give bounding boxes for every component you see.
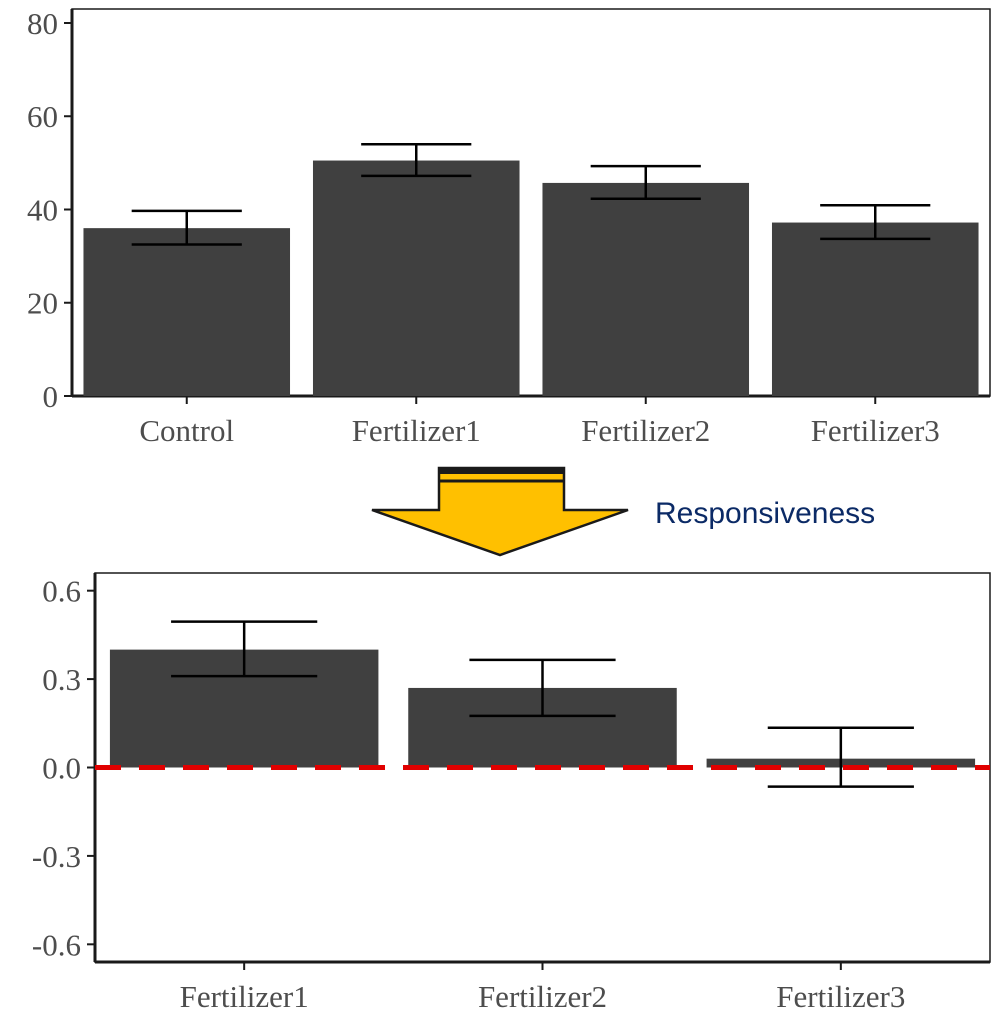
x-tick-label: Fertilizer2	[581, 413, 710, 448]
bar	[542, 182, 750, 396]
bar	[83, 228, 291, 396]
x-tick-label: Fertilizer2	[478, 979, 607, 1014]
x-tick-label: Control	[139, 413, 234, 448]
y-tick-label: 0.6	[42, 574, 81, 609]
y-tick-label: -0.6	[32, 927, 81, 962]
x-tick-label: Fertilizer3	[776, 979, 905, 1014]
bar	[771, 222, 979, 396]
down-arrow-icon	[371, 466, 629, 557]
y-tick-label: 40	[27, 192, 58, 227]
bottom-bar-chart: 0.6 0.3 0.0 -0.3 -0.6 Fertilizer1 Fertilizer2 F…	[32, 572, 991, 1014]
y-tick-label: 0.0	[42, 751, 81, 786]
y-tick-label: -0.3	[32, 839, 81, 874]
y-tick-label: 60	[27, 99, 58, 134]
bar	[312, 160, 520, 396]
x-tick-label: Fertilizer3	[811, 413, 940, 448]
y-tick-label: 0	[43, 379, 59, 414]
y-tick-label: 20	[27, 286, 58, 321]
x-tick-label: Fertilizer1	[352, 413, 481, 448]
y-tick-label: 80	[27, 6, 58, 41]
x-tick-label: Fertilizer1	[180, 979, 309, 1014]
arrow-label: Responsiveness	[655, 497, 875, 530]
top-bar-chart: 0 20 40 60 80 Control Fertilizer1 Fertilizer2 Fe…	[27, 6, 991, 448]
y-tick-label: 0.3	[42, 662, 81, 697]
arrow-shape	[371, 466, 629, 557]
